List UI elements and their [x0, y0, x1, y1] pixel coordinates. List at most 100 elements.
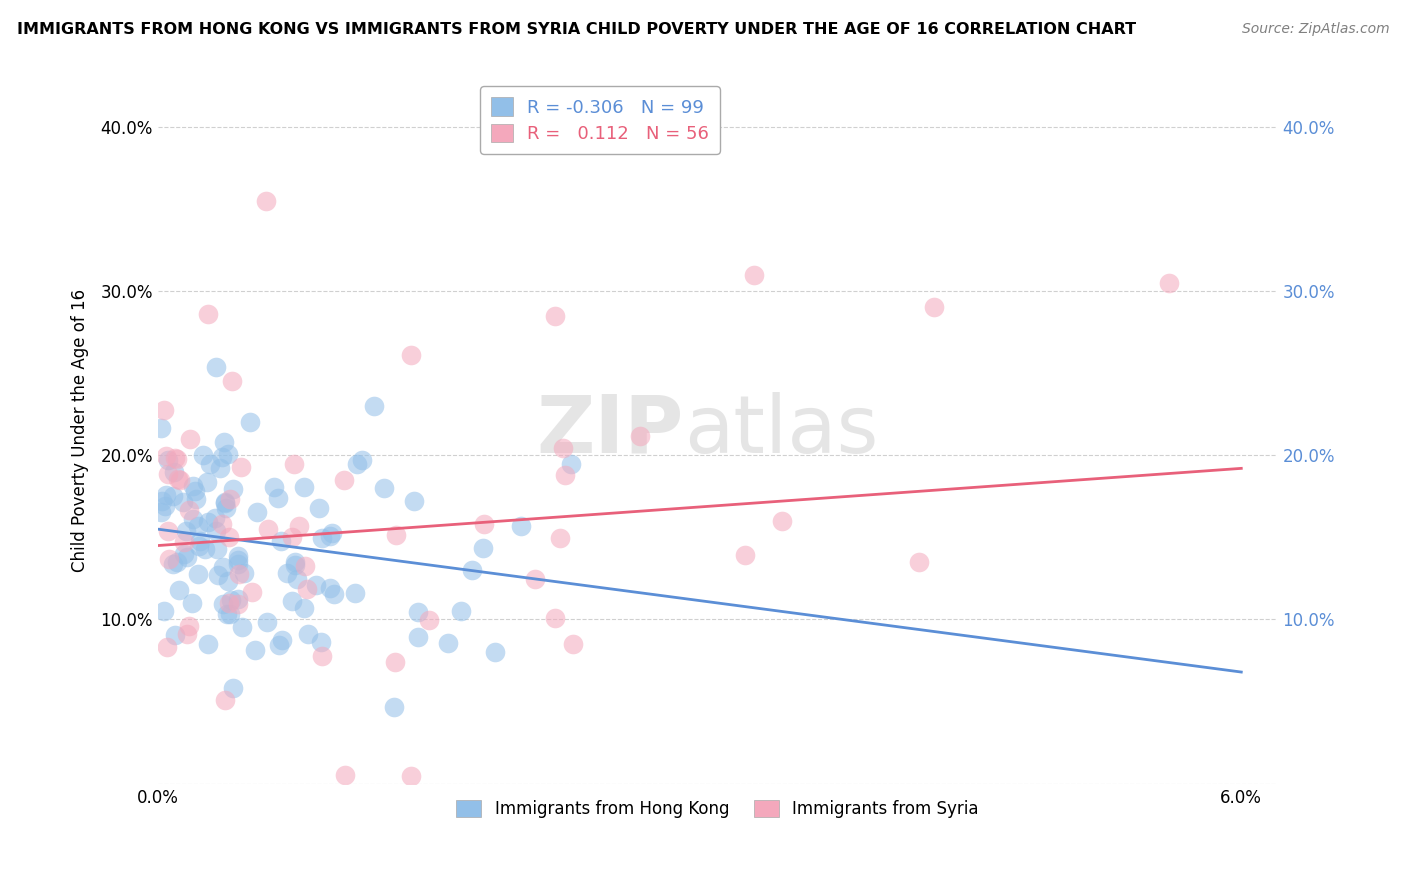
- Point: [214, 496, 236, 510]
- Point: [179, 503, 201, 517]
- Point: [156, 640, 179, 655]
- Point: [333, 473, 356, 487]
- Point: [922, 301, 945, 315]
- Point: [323, 587, 346, 601]
- Point: [214, 693, 236, 707]
- Point: [544, 611, 567, 625]
- Point: [297, 627, 319, 641]
- Point: [284, 555, 307, 569]
- Point: [181, 512, 204, 526]
- Point: [471, 541, 494, 556]
- Point: [222, 681, 245, 696]
- Point: [152, 604, 174, 618]
- Point: [162, 558, 184, 572]
- Point: [193, 448, 215, 462]
- Legend: Immigrants from Hong Kong, Immigrants from Syria: Immigrants from Hong Kong, Immigrants fr…: [450, 793, 986, 825]
- Point: [218, 595, 240, 609]
- Text: ZIP: ZIP: [537, 392, 683, 469]
- Point: [150, 493, 173, 508]
- Point: [309, 635, 332, 649]
- Point: [217, 574, 239, 589]
- Point: [226, 549, 249, 564]
- Point: [167, 472, 190, 486]
- Point: [363, 399, 385, 413]
- Point: [450, 604, 472, 618]
- Point: [222, 483, 245, 497]
- Point: [166, 555, 188, 569]
- Text: IMMIGRANTS FROM HONG KONG VS IMMIGRANTS FROM SYRIA CHILD POVERTY UNDER THE AGE O: IMMIGRANTS FROM HONG KONG VS IMMIGRANTS …: [17, 22, 1136, 37]
- Point: [150, 505, 173, 519]
- Point: [382, 699, 405, 714]
- Point: [179, 619, 201, 633]
- Point: [218, 530, 240, 544]
- Point: [742, 268, 765, 282]
- Point: [734, 548, 756, 562]
- Point: [288, 518, 311, 533]
- Point: [226, 558, 249, 572]
- Point: [243, 642, 266, 657]
- Point: [406, 605, 429, 619]
- Point: [285, 572, 308, 586]
- Point: [228, 566, 250, 581]
- Point: [186, 492, 208, 507]
- Point: [269, 638, 291, 652]
- Point: [1157, 276, 1180, 290]
- Point: [166, 451, 188, 466]
- Point: [404, 494, 426, 508]
- Point: [461, 563, 484, 577]
- Point: [218, 607, 240, 621]
- Point: [205, 542, 228, 557]
- Point: [270, 534, 292, 549]
- Point: [214, 495, 236, 509]
- Point: [311, 648, 333, 663]
- Point: [157, 552, 180, 566]
- Point: [226, 553, 249, 567]
- Point: [406, 630, 429, 644]
- Point: [231, 620, 253, 634]
- Point: [276, 566, 298, 581]
- Point: [188, 533, 211, 548]
- Point: [157, 467, 180, 481]
- Point: [197, 515, 219, 529]
- Point: [294, 480, 316, 494]
- Point: [156, 524, 179, 538]
- Point: [294, 559, 316, 574]
- Point: [198, 457, 221, 471]
- Point: [221, 374, 243, 388]
- Point: [256, 615, 278, 629]
- Point: [209, 461, 232, 475]
- Point: [215, 607, 238, 621]
- Point: [218, 491, 240, 506]
- Point: [204, 511, 226, 525]
- Point: [284, 558, 307, 572]
- Point: [219, 593, 242, 607]
- Point: [181, 479, 204, 493]
- Point: [308, 501, 330, 516]
- Point: [212, 559, 235, 574]
- Point: [211, 450, 233, 465]
- Point: [163, 465, 186, 479]
- Point: [352, 452, 374, 467]
- Point: [153, 403, 176, 417]
- Point: [169, 473, 191, 487]
- Y-axis label: Child Poverty Under the Age of 16: Child Poverty Under the Age of 16: [72, 289, 89, 572]
- Point: [254, 194, 277, 208]
- Point: [173, 547, 195, 561]
- Point: [271, 632, 294, 647]
- Point: [399, 348, 422, 362]
- Point: [239, 415, 262, 429]
- Point: [187, 566, 209, 581]
- Point: [246, 505, 269, 519]
- Point: [215, 501, 238, 516]
- Point: [187, 519, 209, 533]
- Point: [195, 475, 218, 489]
- Point: [176, 626, 198, 640]
- Point: [226, 597, 249, 611]
- Point: [197, 307, 219, 321]
- Point: [335, 767, 357, 781]
- Point: [346, 457, 368, 471]
- Point: [554, 467, 576, 482]
- Point: [484, 645, 506, 659]
- Point: [174, 524, 197, 538]
- Point: [907, 555, 929, 569]
